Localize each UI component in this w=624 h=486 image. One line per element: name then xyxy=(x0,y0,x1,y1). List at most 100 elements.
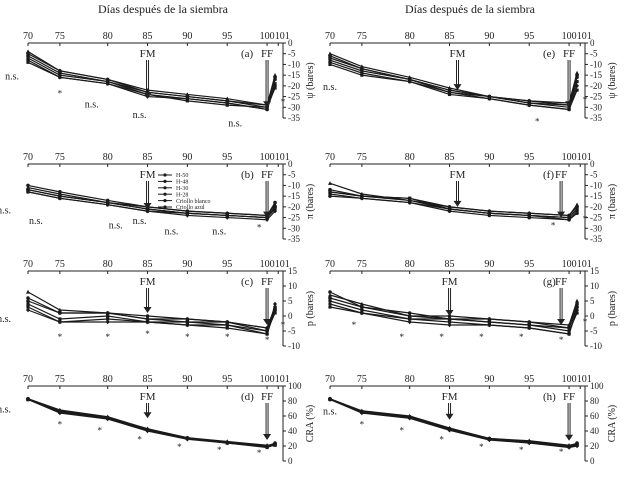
x-tick-label: 70 xyxy=(23,152,33,163)
x-tick-label: 70 xyxy=(325,374,335,385)
data-point xyxy=(185,94,190,99)
stage-arrowhead xyxy=(557,319,566,325)
x-tick-label: 95 xyxy=(222,259,232,270)
y-tick-label: 100 xyxy=(590,381,604,391)
x-tick-label: 85 xyxy=(143,374,153,385)
significance-marker: * xyxy=(439,434,444,444)
data-point xyxy=(273,301,278,307)
data-point xyxy=(185,323,189,327)
data-point xyxy=(26,307,30,313)
x-tick-label: 80 xyxy=(103,152,113,163)
x-tick-label: 95 xyxy=(524,31,534,42)
data-point xyxy=(273,311,277,315)
series-line xyxy=(27,303,276,332)
ns-label: n.s. xyxy=(212,227,226,238)
significance-marker: * xyxy=(559,335,564,345)
stage-arrowhead xyxy=(565,101,574,108)
data-point xyxy=(106,200,110,205)
x-tick-label: 101 xyxy=(577,374,592,385)
data-point xyxy=(105,311,110,315)
x-tick-label: 95 xyxy=(524,152,534,163)
series-line xyxy=(329,398,578,446)
data-point xyxy=(265,107,270,112)
series-line xyxy=(329,306,578,335)
y-tick-label: 10 xyxy=(288,281,298,291)
x-tick-label: 100 xyxy=(562,259,577,270)
stage-arrowhead xyxy=(263,319,272,325)
data-point xyxy=(265,326,269,330)
x-tick-label: 75 xyxy=(55,31,65,42)
data-point xyxy=(273,75,277,80)
data-point xyxy=(273,83,278,89)
legend-label: H-28 xyxy=(176,192,188,198)
significance-marker: * xyxy=(535,116,540,126)
y-tick-label: 5 xyxy=(288,296,293,306)
data-point xyxy=(58,320,62,324)
x-tick-label: 100 xyxy=(562,374,577,385)
data-point xyxy=(527,326,531,330)
data-point xyxy=(407,311,412,315)
stage-arrowhead xyxy=(557,211,566,218)
data-point xyxy=(58,190,62,194)
y-tick-label: 20 xyxy=(288,441,298,451)
stage-arrowhead xyxy=(143,307,152,313)
data-point xyxy=(575,208,580,214)
data-point xyxy=(328,301,332,307)
stage-label: FM xyxy=(140,169,156,181)
data-point xyxy=(26,302,30,306)
significance-marker: * xyxy=(439,332,444,342)
data-point xyxy=(328,62,332,67)
significance-marker: * xyxy=(97,425,102,435)
legend-marker xyxy=(163,186,167,190)
data-point xyxy=(58,69,62,73)
significance-marker: * xyxy=(105,332,110,342)
data-point xyxy=(487,323,491,327)
data-point xyxy=(185,99,189,103)
data-point xyxy=(26,188,30,192)
y-tick-label: -5 xyxy=(590,170,598,180)
data-point xyxy=(447,317,452,321)
y-tick-label: 0 xyxy=(590,456,595,466)
data-point xyxy=(360,194,364,198)
stage-label: FF xyxy=(555,169,567,181)
data-point xyxy=(57,307,62,312)
data-point xyxy=(487,437,491,441)
y-tick-label: 0 xyxy=(288,456,293,466)
x-tick-label: 90 xyxy=(484,31,494,42)
y-tick-label: 40 xyxy=(288,426,298,436)
y-tick-label: -10 xyxy=(590,341,602,351)
series-line xyxy=(27,189,276,219)
series-line xyxy=(329,57,578,106)
stage-arrowhead xyxy=(453,84,462,91)
series-line xyxy=(27,398,276,448)
significance-marker: * xyxy=(185,332,190,342)
data-point xyxy=(328,191,332,197)
data-point xyxy=(185,317,190,321)
data-point xyxy=(328,299,332,303)
data-point xyxy=(407,314,412,318)
series-line xyxy=(329,398,578,448)
data-point xyxy=(106,314,110,318)
data-point xyxy=(328,181,332,185)
data-point xyxy=(26,299,30,303)
x-tick-label: 101 xyxy=(577,152,592,163)
data-point xyxy=(105,77,110,82)
y-tick-label: -35 xyxy=(288,234,300,244)
data-point xyxy=(527,99,532,103)
series-line xyxy=(27,53,276,106)
y-tick-label: -10 xyxy=(288,180,300,190)
y-tick-label: 60 xyxy=(590,411,600,421)
data-point xyxy=(105,319,110,325)
data-point xyxy=(225,441,229,445)
panel-label: (f) xyxy=(543,169,554,181)
series-line xyxy=(27,297,276,329)
series-line xyxy=(329,398,578,447)
legend-label: Criollo azul xyxy=(176,205,205,211)
x-tick-label: 101 xyxy=(275,152,290,163)
y-tick-label: 20 xyxy=(590,441,600,451)
legend-marker xyxy=(163,205,167,209)
x-tick-label: 95 xyxy=(222,374,232,385)
data-point xyxy=(225,320,230,324)
y-tick-label: -5 xyxy=(590,326,598,336)
ns-label: n.s. xyxy=(5,71,19,82)
